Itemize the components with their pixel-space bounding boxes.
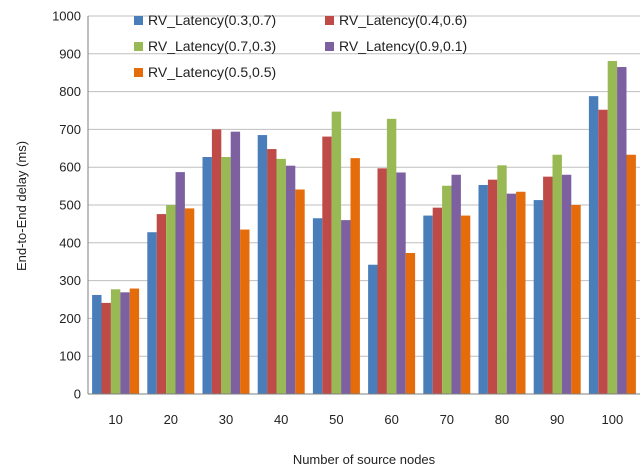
legend-swatch bbox=[134, 16, 143, 25]
axes bbox=[87, 16, 640, 395]
y-tick-label: 600 bbox=[59, 160, 81, 175]
bar bbox=[221, 156, 231, 394]
y-tick-label: 500 bbox=[59, 198, 81, 213]
legend-swatch bbox=[325, 16, 334, 25]
bar bbox=[460, 215, 471, 394]
bar bbox=[312, 218, 323, 394]
legend-label: RV_Latency(0.3,0.7) bbox=[148, 12, 276, 28]
bar bbox=[377, 168, 387, 394]
bar bbox=[230, 131, 241, 394]
x-tick-label: 90 bbox=[550, 412, 564, 427]
x-tick-label: 40 bbox=[274, 412, 288, 427]
bar bbox=[588, 96, 599, 395]
bar bbox=[626, 154, 636, 394]
x-tick-label: 50 bbox=[329, 412, 343, 427]
bar bbox=[202, 156, 212, 394]
bar bbox=[497, 165, 507, 394]
y-tick-label: 1000 bbox=[52, 9, 81, 24]
x-axis-title: Number of source nodes bbox=[293, 452, 436, 467]
legend: RV_Latency(0.3,0.7) RV_Latency(0.4,0.6) RV… bbox=[134, 12, 467, 80]
x-tick-label: 30 bbox=[219, 412, 233, 427]
bar bbox=[396, 172, 406, 394]
bar bbox=[432, 207, 443, 394]
bar bbox=[516, 191, 526, 394]
bar bbox=[561, 174, 572, 394]
legend-swatch bbox=[134, 42, 143, 51]
bar bbox=[386, 118, 397, 394]
bar bbox=[92, 294, 102, 394]
y-tick-label: 400 bbox=[59, 235, 81, 250]
legend-label: RV_Latency(0.5,0.5) bbox=[148, 64, 276, 80]
legend-label: RV_Latency(0.7,0.3) bbox=[148, 38, 276, 54]
x-tick-label: 80 bbox=[495, 412, 509, 427]
legend-label: RV_Latency(0.9,0.1) bbox=[339, 38, 467, 54]
bar bbox=[110, 289, 121, 394]
bar bbox=[607, 60, 618, 395]
x-tick-label: 60 bbox=[384, 412, 398, 427]
y-tick-label: 300 bbox=[59, 273, 81, 288]
y-tick-label: 100 bbox=[59, 349, 81, 364]
bar bbox=[156, 214, 167, 394]
bar bbox=[211, 129, 222, 394]
bar bbox=[552, 154, 562, 394]
bar bbox=[331, 111, 342, 394]
bar bbox=[368, 264, 378, 394]
bar bbox=[405, 253, 416, 394]
y-axis-title: End-to-End delay (ms) bbox=[14, 141, 29, 271]
bar bbox=[257, 135, 268, 394]
x-tick-label: 10 bbox=[108, 412, 122, 427]
y-tick-labels: 0 100 200 300 400 500 600 700 800 900 1000 bbox=[52, 9, 81, 402]
bar bbox=[129, 288, 140, 394]
x-tick-label: 70 bbox=[440, 412, 454, 427]
bar bbox=[295, 189, 305, 394]
x-tick-labels: 10 20 30 40 50 60 70 80 90 100 bbox=[108, 412, 623, 427]
bar bbox=[166, 205, 176, 394]
bar bbox=[350, 158, 360, 394]
x-tick-label: 100 bbox=[602, 412, 624, 427]
bar bbox=[598, 109, 608, 394]
y-tick-label: 0 bbox=[74, 387, 81, 402]
bar bbox=[175, 172, 185, 394]
bar bbox=[184, 208, 195, 394]
bar bbox=[240, 229, 250, 394]
bar bbox=[617, 67, 627, 394]
y-tick-label: 800 bbox=[59, 84, 81, 99]
bar bbox=[285, 165, 296, 394]
bar bbox=[506, 193, 517, 394]
bar bbox=[267, 149, 277, 394]
bar bbox=[487, 179, 498, 394]
bar bbox=[322, 136, 332, 394]
legend-label: RV_Latency(0.4,0.6) bbox=[339, 12, 467, 28]
legend-swatch bbox=[134, 68, 143, 77]
bars bbox=[92, 60, 636, 395]
bar bbox=[341, 220, 351, 394]
y-tick-label: 200 bbox=[59, 311, 81, 326]
x-tick-label: 20 bbox=[164, 412, 178, 427]
bar bbox=[571, 205, 581, 394]
bar bbox=[101, 302, 111, 394]
bar bbox=[120, 292, 130, 394]
bar bbox=[451, 174, 461, 394]
y-tick-label: 700 bbox=[59, 122, 81, 137]
bar bbox=[543, 176, 553, 394]
bar bbox=[533, 200, 544, 394]
bar bbox=[423, 215, 433, 394]
y-tick-label: 900 bbox=[59, 46, 81, 61]
bar bbox=[147, 232, 157, 394]
bar bbox=[442, 185, 452, 394]
bar bbox=[478, 184, 488, 394]
legend-swatch bbox=[325, 42, 334, 51]
bar bbox=[276, 158, 286, 394]
